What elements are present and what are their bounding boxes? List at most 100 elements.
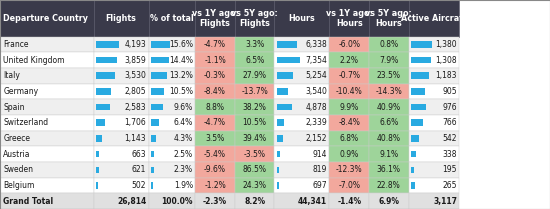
Text: 1,183: 1,183 xyxy=(436,71,457,80)
Text: -1.2%: -1.2% xyxy=(204,181,226,190)
Bar xyxy=(0,178,94,193)
Text: -2.3%: -2.3% xyxy=(203,197,227,206)
Text: 86.5%: 86.5% xyxy=(243,165,267,174)
Bar xyxy=(94,146,148,162)
Bar xyxy=(235,37,274,52)
Bar xyxy=(94,0,148,37)
Bar xyxy=(235,68,274,84)
Bar xyxy=(148,0,195,37)
Bar xyxy=(0,193,94,209)
Bar xyxy=(411,167,414,173)
Bar xyxy=(329,52,369,68)
Bar xyxy=(195,84,235,99)
Bar xyxy=(369,193,409,209)
Bar xyxy=(369,52,409,68)
Text: 8.2%: 8.2% xyxy=(244,197,265,206)
Text: United Kingdom: United Kingdom xyxy=(3,56,65,65)
Bar xyxy=(329,84,369,99)
Bar xyxy=(329,0,369,37)
Text: -4.7%: -4.7% xyxy=(204,40,226,49)
Bar xyxy=(274,115,329,131)
Bar xyxy=(96,182,98,189)
Text: 39.4%: 39.4% xyxy=(243,134,267,143)
Bar xyxy=(195,178,235,193)
Text: 3,117: 3,117 xyxy=(433,197,457,206)
Text: 6.4%: 6.4% xyxy=(174,118,193,127)
Bar xyxy=(195,99,235,115)
Bar xyxy=(151,135,156,142)
Text: 4,878: 4,878 xyxy=(306,103,327,112)
Bar xyxy=(148,37,195,52)
Bar xyxy=(0,99,94,115)
Bar xyxy=(369,0,409,37)
Text: Grand Total: Grand Total xyxy=(3,197,53,206)
Text: 6.5%: 6.5% xyxy=(245,56,264,65)
Bar xyxy=(0,115,94,131)
Bar xyxy=(411,88,425,95)
Text: 502: 502 xyxy=(132,181,146,190)
Text: 976: 976 xyxy=(442,103,457,112)
Bar xyxy=(195,0,235,37)
Text: 6.6%: 6.6% xyxy=(379,118,398,127)
Bar xyxy=(235,162,274,178)
Text: 23.5%: 23.5% xyxy=(377,71,401,80)
Bar xyxy=(277,120,284,126)
Bar xyxy=(274,0,329,37)
Bar xyxy=(94,37,148,52)
Text: 697: 697 xyxy=(312,181,327,190)
Text: Sweden: Sweden xyxy=(3,165,34,174)
Text: 8.8%: 8.8% xyxy=(206,103,224,112)
Bar xyxy=(148,162,195,178)
Bar xyxy=(274,99,329,115)
Text: 1,308: 1,308 xyxy=(436,56,457,65)
Bar xyxy=(277,151,279,157)
Text: 15.6%: 15.6% xyxy=(169,40,193,49)
Text: -4.7%: -4.7% xyxy=(204,118,226,127)
Text: Austria: Austria xyxy=(3,150,31,159)
Bar xyxy=(369,131,409,146)
Bar xyxy=(94,115,148,131)
Bar xyxy=(235,0,274,37)
Bar xyxy=(369,37,409,52)
Bar xyxy=(329,115,369,131)
Bar xyxy=(195,52,235,68)
Bar xyxy=(96,88,111,95)
Bar xyxy=(274,162,329,178)
Bar xyxy=(235,131,274,146)
Text: Flights: Flights xyxy=(106,14,136,23)
Text: 1,706: 1,706 xyxy=(124,118,146,127)
Bar xyxy=(369,115,409,131)
Bar xyxy=(96,57,117,63)
Bar xyxy=(409,178,459,193)
Bar xyxy=(277,167,279,173)
Bar xyxy=(274,178,329,193)
Text: 3.5%: 3.5% xyxy=(206,134,225,143)
Text: 338: 338 xyxy=(443,150,457,159)
Bar xyxy=(235,99,274,115)
Bar xyxy=(411,73,429,79)
Bar xyxy=(411,57,431,63)
Bar xyxy=(96,104,110,110)
Bar xyxy=(94,84,148,99)
Text: Germany: Germany xyxy=(3,87,38,96)
Bar xyxy=(235,193,274,209)
Bar xyxy=(411,41,432,48)
Text: -0.3%: -0.3% xyxy=(204,71,226,80)
Bar xyxy=(369,99,409,115)
Text: 13.2%: 13.2% xyxy=(169,71,193,80)
Bar xyxy=(409,68,459,84)
Text: 914: 914 xyxy=(313,150,327,159)
Text: 195: 195 xyxy=(443,165,457,174)
Text: 27.9%: 27.9% xyxy=(243,71,267,80)
Text: 0.9%: 0.9% xyxy=(340,150,359,159)
Text: 2,152: 2,152 xyxy=(306,134,327,143)
Bar xyxy=(96,73,115,79)
Bar xyxy=(329,68,369,84)
Text: 3,540: 3,540 xyxy=(305,87,327,96)
Bar xyxy=(277,104,292,110)
Text: 3,530: 3,530 xyxy=(124,71,146,80)
Bar xyxy=(409,0,459,37)
Bar xyxy=(235,178,274,193)
Text: France: France xyxy=(3,40,29,49)
Text: vs 5Y ago:
Hours: vs 5Y ago: Hours xyxy=(366,9,412,28)
